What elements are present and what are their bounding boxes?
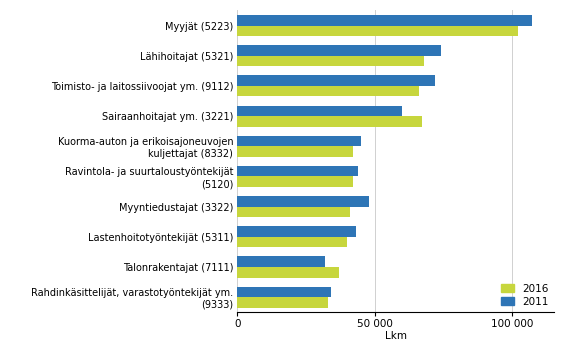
- X-axis label: Lkm: Lkm: [385, 331, 406, 341]
- Bar: [237, 256, 325, 267]
- Bar: [237, 26, 518, 36]
- Legend: 2016, 2011: 2016, 2011: [501, 284, 549, 307]
- Bar: [237, 75, 436, 86]
- Bar: [237, 297, 328, 308]
- Bar: [237, 287, 331, 297]
- Bar: [237, 176, 353, 187]
- Bar: [237, 166, 358, 176]
- Bar: [237, 86, 419, 96]
- Bar: [237, 226, 355, 237]
- Bar: [237, 146, 353, 157]
- Bar: [237, 237, 347, 247]
- Bar: [237, 196, 370, 207]
- Bar: [237, 136, 361, 146]
- Bar: [237, 56, 424, 66]
- Bar: [237, 267, 339, 278]
- Bar: [237, 45, 441, 56]
- Bar: [237, 116, 421, 127]
- Bar: [237, 105, 402, 116]
- Bar: [237, 15, 532, 26]
- Bar: [237, 207, 350, 217]
